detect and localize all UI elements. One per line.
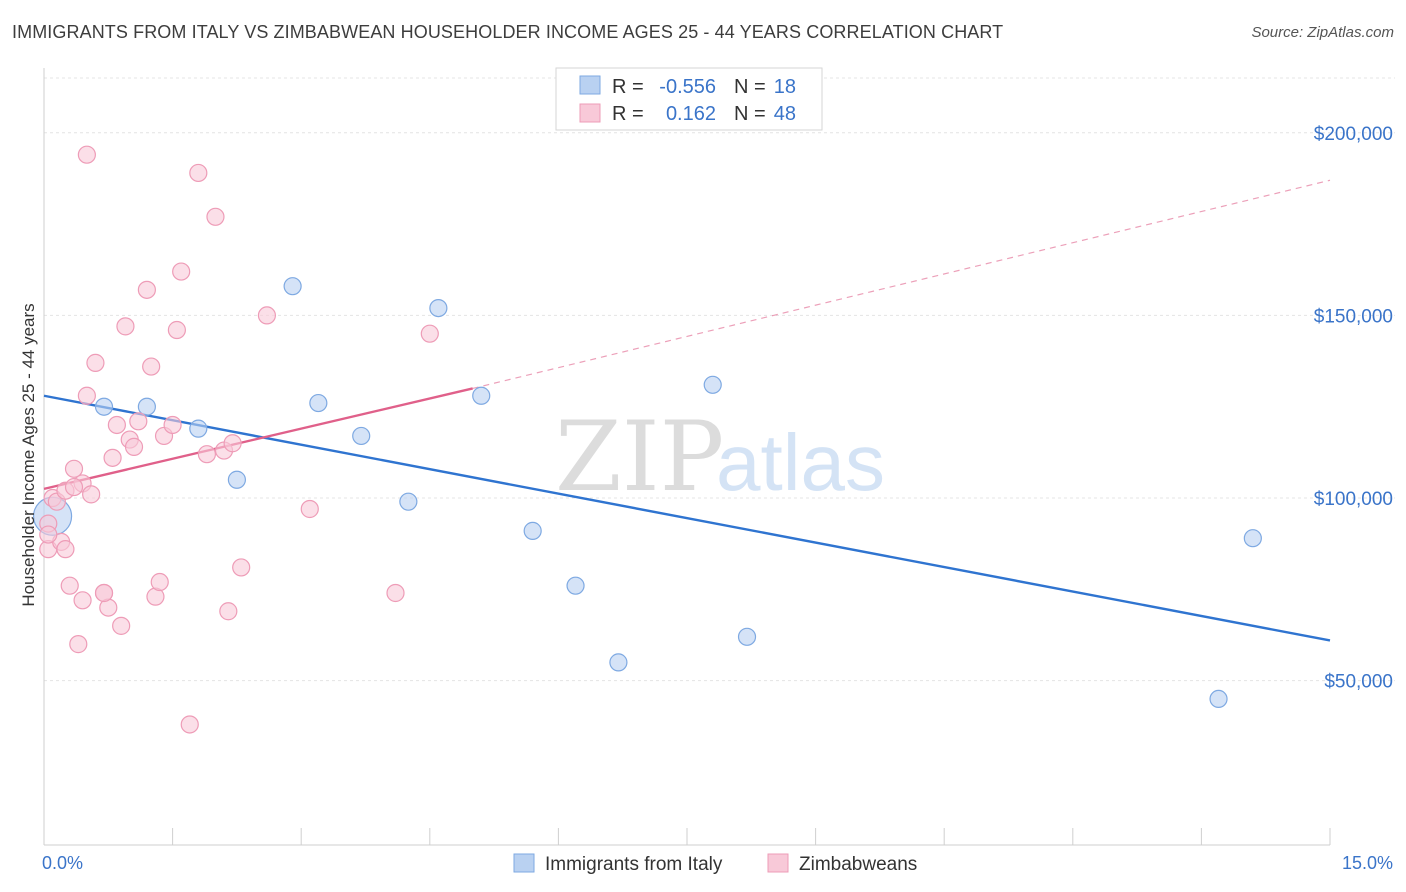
legend-swatch-zimbabweans — [579, 103, 601, 123]
y-tick-label-3: $200,000 — [1314, 124, 1393, 145]
bottom-legend-label-italy: Immigrants from Italy — [545, 854, 723, 875]
point-zimbabweans-8 — [69, 635, 88, 654]
point-zimbabweans-42 — [56, 540, 75, 559]
point-zimbabweans-16 — [107, 415, 126, 435]
point-zimbabweans-28 — [189, 163, 208, 183]
point-zimbabweans-10 — [77, 386, 96, 405]
chart-title: IMMIGRANTS FROM ITALY VS ZIMBABWEAN HOUS… — [12, 22, 1004, 42]
point-zimbabweans-43 — [39, 525, 58, 544]
legend-r-value-1: -0.556 — [659, 76, 716, 98]
point-zimbabweans-39 — [116, 317, 135, 336]
point-italy-9 — [429, 299, 448, 318]
point-zimbabweans-34 — [232, 558, 251, 577]
point-zimbabweans-19 — [129, 412, 148, 431]
legend-r-value-2: 0.162 — [666, 103, 716, 125]
watermark: ZIP atlas — [555, 401, 885, 513]
trend-line-zimbabweans — [43, 387, 473, 491]
point-zimbabweans-30 — [206, 207, 225, 226]
point-italy-8 — [399, 492, 418, 511]
point-italy-14 — [703, 375, 722, 394]
point-zimbabweans-38 — [420, 324, 439, 343]
bottom-legend-label-zimbabweans: Zimbabweans — [799, 854, 917, 875]
point-italy-10 — [472, 386, 491, 405]
y-tick-labels: $50,000 $100,000 $150,000 $200,000 — [1314, 124, 1393, 693]
point-zimbabweans-40 — [94, 583, 114, 603]
point-zimbabweans-44 — [77, 145, 96, 164]
point-zimbabweans-46 — [124, 437, 144, 456]
y-axis-title: Householder Income Ages 25 - 44 years — [19, 303, 38, 606]
series-legend: Immigrants from Italy Zimbabweans — [513, 853, 917, 875]
legend-n-label-2: N = — [734, 103, 766, 125]
point-italy-1 — [94, 397, 114, 416]
point-italy-7 — [352, 426, 371, 446]
point-zimbabweans-27 — [172, 262, 191, 281]
bottom-legend-swatch-zimbabweans — [767, 853, 789, 873]
point-italy-11 — [523, 521, 542, 540]
legend-n-value-2: 48 — [774, 103, 796, 125]
point-zimbabweans-36 — [300, 499, 319, 519]
point-zimbabweans-21 — [142, 357, 161, 376]
point-italy-15 — [737, 627, 757, 646]
point-italy-17 — [1243, 529, 1262, 548]
point-italy-13 — [609, 653, 628, 672]
point-zimbabweans-17 — [112, 616, 131, 635]
point-zimbabweans-35 — [257, 306, 277, 325]
source-credit: Source: ZipAtlas.com — [1251, 24, 1394, 41]
y-tick-label-2: $150,000 — [1314, 306, 1393, 327]
point-zimbabweans-20 — [137, 280, 156, 299]
point-italy-3 — [189, 419, 208, 438]
point-zimbabweans-45 — [180, 715, 199, 734]
point-zimbabweans-11 — [82, 485, 101, 504]
axes — [43, 68, 1331, 846]
trend-line-italy — [43, 394, 1331, 642]
point-italy-5 — [283, 277, 302, 296]
point-italy-6 — [309, 393, 328, 413]
point-zimbabweans-15 — [103, 448, 122, 467]
point-zimbabweans-32 — [219, 602, 238, 621]
trend-extension-zimbabweans — [472, 179, 1331, 390]
x-tick-label-min: 0.0% — [42, 853, 83, 873]
y-tick-label-1: $100,000 — [1314, 489, 1393, 510]
legend-box: R = -0.556 N = 18 R = 0.162 N = 48 — [555, 67, 823, 131]
trend-lines — [43, 179, 1331, 642]
point-italy-12 — [566, 576, 585, 595]
point-italy-4 — [227, 470, 246, 489]
watermark-atlas: atlas — [716, 418, 885, 507]
point-zimbabweans-47 — [64, 477, 84, 497]
legend-r-label-2: R = — [612, 103, 644, 125]
point-italy-2 — [137, 397, 156, 416]
point-zimbabweans-12 — [86, 353, 105, 372]
point-zimbabweans-7 — [64, 459, 84, 478]
data-points — [32, 145, 1262, 734]
legend-n-label-1: N = — [734, 76, 766, 98]
point-zimbabweans-41 — [73, 591, 92, 610]
y-tick-label-0: $50,000 — [1324, 672, 1393, 693]
point-zimbabweans-29 — [197, 445, 216, 464]
point-zimbabweans-6 — [60, 576, 79, 595]
legend-r-label-1: R = — [612, 76, 644, 98]
point-italy-16 — [1209, 689, 1228, 709]
x-tick-labels: 0.0% 15.0% — [42, 853, 1393, 873]
point-zimbabweans-37 — [386, 583, 405, 603]
point-zimbabweans-25 — [163, 415, 182, 435]
point-zimbabweans-33 — [223, 434, 242, 453]
point-zimbabweans-26 — [167, 320, 186, 340]
legend-n-value-1: 18 — [774, 76, 796, 98]
bottom-legend-swatch-italy — [513, 853, 535, 873]
x-tick-label-max: 15.0% — [1342, 853, 1393, 873]
legend-swatch-italy — [579, 75, 601, 95]
watermark-zip: ZIP — [555, 401, 724, 513]
point-zimbabweans-23 — [150, 572, 169, 592]
